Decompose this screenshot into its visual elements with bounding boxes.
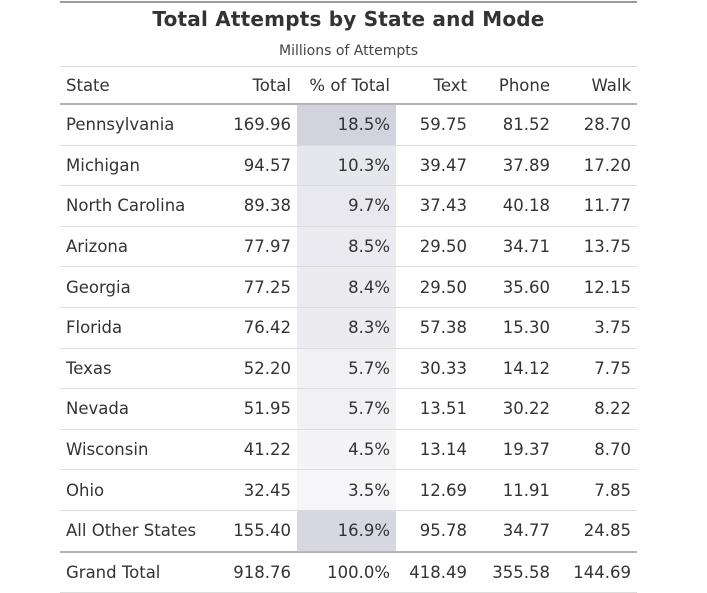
cell-walk: 17.20 [556,145,637,187]
cell-text: 29.50 [396,266,473,308]
cell-text: 95.78 [396,510,473,553]
cell-total: 77.97 [218,226,297,268]
cell-phone: 19.37 [473,429,556,471]
cell-total: 41.22 [218,429,297,471]
table-row: Arizona 77.97 8.5% 29.50 34.71 13.75 [60,226,637,268]
cell-text: 418.49 [396,550,473,593]
cell-state: Texas [60,348,218,390]
column-header-total: Total [218,66,297,105]
cell-phone: 14.12 [473,348,556,390]
table-row: Texas 52.20 5.7% 30.33 14.12 7.75 [60,348,637,390]
data-table: State Total % of Total Text Phone Walk P… [60,66,637,593]
table-figure: Total Attempts by State and Mode Million… [60,0,637,593]
cell-phone: 34.77 [473,510,556,553]
table-subtitle: Millions of Attempts [279,43,418,59]
column-header-walk: Walk [556,66,637,105]
cell-text: 57.38 [396,307,473,349]
column-header-text: Text [396,66,473,105]
cell-text: 30.33 [396,348,473,390]
cell-walk: 28.70 [556,104,637,146]
table-row: Georgia 77.25 8.4% 29.50 35.60 12.15 [60,266,637,308]
cell-walk: 8.70 [556,429,637,471]
cell-text: 37.43 [396,185,473,227]
cell-total: 32.45 [218,469,297,511]
cell-phone: 40.18 [473,185,556,227]
cell-walk: 24.85 [556,510,637,553]
table-row: All Other States 155.40 16.9% 95.78 34.77 24.… [60,510,637,553]
cell-walk: 12.15 [556,266,637,308]
table-row: Florida 76.42 8.3% 57.38 15.30 3.75 [60,307,637,349]
cell-walk: 7.75 [556,348,637,390]
table-row: North Carolina 89.38 9.7% 37.43 40.18 11.77 [60,185,637,227]
cell-phone: 37.89 [473,145,556,187]
cell-state: Arizona [60,226,218,268]
cell-state: Michigan [60,145,218,187]
cell-pct: 16.9% [297,510,396,553]
cell-state: Grand Total [60,550,218,593]
cell-text: 12.69 [396,469,473,511]
cell-pct: 9.7% [297,185,396,227]
cell-phone: 11.91 [473,469,556,511]
grand-total-row: Grand Total 918.76 100.0% 418.49 355.58 … [60,550,637,593]
column-header-pct: % of Total [297,66,396,105]
cell-state: Florida [60,307,218,349]
cell-text: 13.51 [396,388,473,430]
cell-total: 155.40 [218,510,297,553]
cell-pct: 5.7% [297,348,396,390]
cell-pct: 10.3% [297,145,396,187]
cell-pct: 5.7% [297,388,396,430]
cell-total: 89.38 [218,185,297,227]
cell-walk: 144.69 [556,550,637,593]
cell-phone: 30.22 [473,388,556,430]
table-row: Wisconsin 41.22 4.5% 13.14 19.37 8.70 [60,429,637,471]
cell-total: 94.57 [218,145,297,187]
table-row: Pennsylvania 169.96 18.5% 59.75 81.52 28.70 [60,104,637,146]
cell-pct: 8.3% [297,307,396,349]
cell-pct: 8.4% [297,266,396,308]
cell-text: 39.47 [396,145,473,187]
cell-state: North Carolina [60,185,218,227]
cell-state: Nevada [60,388,218,430]
cell-pct: 3.5% [297,469,396,511]
cell-state: Wisconsin [60,429,218,471]
cell-total: 169.96 [218,104,297,146]
header-row: State Total % of Total Text Phone Walk [60,66,637,105]
cell-total: 51.95 [218,388,297,430]
cell-state: All Other States [60,510,218,553]
table-row: Nevada 51.95 5.7% 13.51 30.22 8.22 [60,388,637,430]
cell-walk: 7.85 [556,469,637,511]
cell-total: 52.20 [218,348,297,390]
cell-total: 77.25 [218,266,297,308]
cell-pct: 18.5% [297,104,396,146]
cell-phone: 355.58 [473,550,556,593]
cell-pct: 100.0% [297,550,396,593]
cell-phone: 81.52 [473,104,556,146]
cell-phone: 34.71 [473,226,556,268]
cell-text: 59.75 [396,104,473,146]
top-rule [60,1,637,3]
cell-phone: 15.30 [473,307,556,349]
cell-total: 76.42 [218,307,297,349]
cell-total: 918.76 [218,550,297,593]
cell-walk: 13.75 [556,226,637,268]
table-row: Ohio 32.45 3.5% 12.69 11.91 7.85 [60,469,637,511]
cell-state: Ohio [60,469,218,511]
cell-walk: 8.22 [556,388,637,430]
cell-walk: 11.77 [556,185,637,227]
column-header-phone: Phone [473,66,556,105]
cell-pct: 4.5% [297,429,396,471]
table-title: Total Attempts by State and Mode [152,7,545,31]
cell-walk: 3.75 [556,307,637,349]
cell-state: Pennsylvania [60,104,218,146]
cell-phone: 35.60 [473,266,556,308]
cell-pct: 8.5% [297,226,396,268]
cell-text: 29.50 [396,226,473,268]
cell-state: Georgia [60,266,218,308]
table-row: Michigan 94.57 10.3% 39.47 37.89 17.20 [60,145,637,187]
column-header-state: State [60,66,218,105]
cell-text: 13.14 [396,429,473,471]
